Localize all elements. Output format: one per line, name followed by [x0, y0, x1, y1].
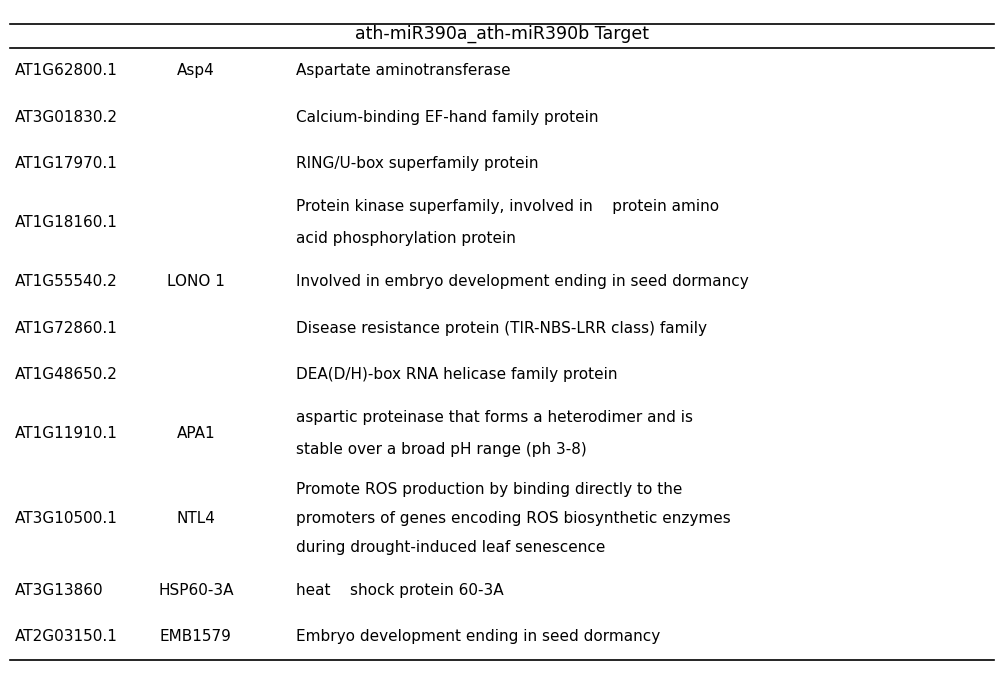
Text: RING/U-box superfamily protein: RING/U-box superfamily protein — [296, 156, 539, 171]
Text: AT1G18160.1: AT1G18160.1 — [15, 215, 117, 230]
Text: AT2G03150.1: AT2G03150.1 — [15, 629, 117, 644]
Text: EMB1579: EMB1579 — [159, 629, 232, 644]
Text: Disease resistance protein (TIR-NBS-LRR class) family: Disease resistance protein (TIR-NBS-LRR … — [296, 320, 706, 335]
Text: Promote ROS production by binding directly to the: Promote ROS production by binding direct… — [296, 481, 682, 497]
Text: AT1G72860.1: AT1G72860.1 — [15, 320, 117, 335]
Text: AT1G55540.2: AT1G55540.2 — [15, 274, 117, 289]
Text: AT3G10500.1: AT3G10500.1 — [15, 511, 117, 526]
Text: APA1: APA1 — [177, 426, 215, 441]
Text: acid phosphorylation protein: acid phosphorylation protein — [296, 231, 516, 246]
Text: NTL4: NTL4 — [177, 511, 215, 526]
Text: heat    shock protein 60-3A: heat shock protein 60-3A — [296, 583, 504, 598]
Text: Involved in embryo development ending in seed dormancy: Involved in embryo development ending in… — [296, 274, 748, 289]
Text: aspartic proteinase that forms a heterodimer and is: aspartic proteinase that forms a heterod… — [296, 410, 692, 425]
Text: promoters of genes encoding ROS biosynthetic enzymes: promoters of genes encoding ROS biosynth… — [296, 511, 730, 526]
Text: stable over a broad pH range (ph 3-8): stable over a broad pH range (ph 3-8) — [296, 442, 587, 457]
Text: LONO 1: LONO 1 — [166, 274, 225, 289]
Text: AT3G01830.2: AT3G01830.2 — [15, 109, 118, 124]
Text: during drought-induced leaf senescence: during drought-induced leaf senescence — [296, 540, 605, 555]
Text: AT1G17970.1: AT1G17970.1 — [15, 156, 117, 171]
Text: Calcium-binding EF-hand family protein: Calcium-binding EF-hand family protein — [296, 109, 598, 124]
Text: AT1G11910.1: AT1G11910.1 — [15, 426, 117, 441]
Text: AT3G13860: AT3G13860 — [15, 583, 103, 598]
Text: DEA(D/H)-box RNA helicase family protein: DEA(D/H)-box RNA helicase family protein — [296, 367, 617, 382]
Text: Asp4: Asp4 — [177, 63, 215, 78]
Text: Embryo development ending in seed dormancy: Embryo development ending in seed dorman… — [296, 629, 660, 644]
Text: ath-miR390a_ath-miR390b Target: ath-miR390a_ath-miR390b Target — [355, 25, 648, 43]
Text: Protein kinase superfamily, involved in    protein amino: Protein kinase superfamily, involved in … — [296, 200, 718, 215]
Text: AT1G62800.1: AT1G62800.1 — [15, 63, 117, 78]
Text: HSP60-3A: HSP60-3A — [157, 583, 234, 598]
Text: AT1G48650.2: AT1G48650.2 — [15, 367, 117, 382]
Text: Aspartate aminotransferase: Aspartate aminotransferase — [296, 63, 511, 78]
